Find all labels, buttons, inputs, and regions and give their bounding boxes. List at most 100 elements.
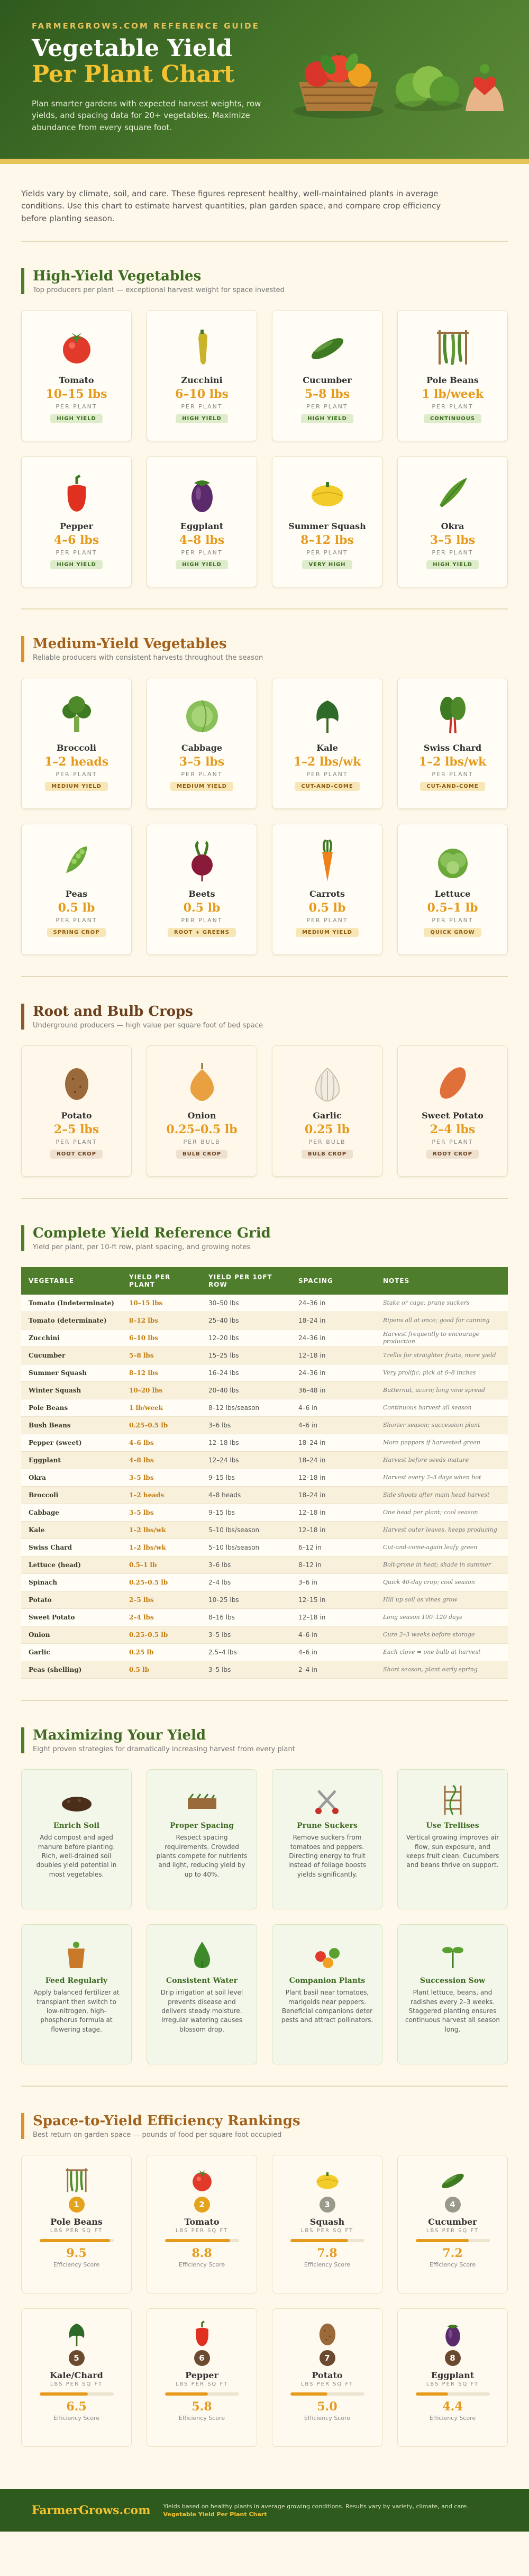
efficiency-bar	[415, 2392, 490, 2396]
page-footer: FarmerGrows.com Yields based on healthy …	[0, 2489, 529, 2532]
yield-unit: PER PLANT	[306, 916, 348, 924]
rankings-grid: 1 Pole Beans LBS PER SQ FT 9.5 Efficiency Sc…	[21, 2155, 508, 2447]
cucumber-icon	[434, 2163, 471, 2196]
rank-unit: LBS PER SQ FT	[50, 2381, 103, 2388]
table-cell: 16–24 lbs	[201, 1364, 291, 1382]
rank-name: Potato	[312, 2370, 343, 2381]
footer-note-link[interactable]: Vegetable Yield Per Plant Chart	[163, 2511, 267, 2518]
efficiency-score: 4.4	[442, 2400, 463, 2414]
tip-title: Companion Plants	[289, 1977, 366, 1986]
vegetable-card: Peas 0.5 lb PER PLANT SPRING CROP	[21, 823, 132, 955]
vegetable-name: Cabbage	[181, 742, 223, 753]
table-cell: 4–6 lbs	[122, 1434, 201, 1452]
section-title: Complete Yield Reference Grid	[33, 1225, 271, 1241]
yield-badge: MEDIUM YIELD	[45, 781, 108, 791]
tip-card: Succession Sow Plant lettuce, beans, and …	[397, 1924, 508, 2065]
tomato-icon	[184, 2163, 221, 2196]
table-cell: 3–6 lbs	[201, 1416, 291, 1435]
table-cell: Cure 2–3 weeks before storage	[376, 1626, 508, 1644]
yield-unit: PER PLANT	[432, 770, 473, 778]
vegetable-name: Sweet Potato	[422, 1110, 484, 1121]
table-cell: 0.25–0.5 lb	[122, 1626, 201, 1644]
yield-badge: HIGH YIELD	[176, 414, 228, 423]
garlic-icon	[304, 1058, 351, 1105]
section-heading: Complete Yield Reference Grid Yield per …	[21, 1225, 508, 1251]
table-cell: 5–10 lbs/season	[201, 1521, 291, 1540]
pole-beans-icon	[58, 2163, 95, 2196]
lettuce-icon	[429, 836, 477, 884]
yield-badge: SPRING CROP	[47, 927, 106, 937]
high-yield-section: High-Yield Vegetables Top producers per …	[0, 242, 529, 608]
rankings-section: Space-to-Yield Efficiency Rankings Best …	[0, 2087, 529, 2468]
sweet-potato-icon	[429, 1058, 477, 1105]
table-row: Kale 1–2 lbs/wk 5–10 lbs/season 12–18 in Har…	[21, 1521, 508, 1540]
vegetable-yield: 0.25–0.5 lb	[166, 1122, 238, 1136]
table-cell: 12–18 in	[291, 1469, 376, 1487]
section-title: Space-to-Yield Efficiency Rankings	[33, 2113, 300, 2129]
section-heading: High-Yield Vegetables Top producers per …	[21, 268, 508, 294]
tip-description: Add compost and aged manure before plant…	[36, 1834, 117, 1878]
vegetable-yield: 0.25 lb	[305, 1122, 350, 1136]
table-cell: Sweet Potato	[21, 1608, 122, 1627]
vegetable-card: Pole Beans 1 lb/week PER PLANT CONTINUOUS	[397, 310, 508, 441]
table-cell: 3–5 lbs	[201, 1626, 291, 1644]
vegetable-card: Cucumber 5–8 lbs PER PLANT HIGH YIELD	[272, 310, 382, 441]
page-header: FARMERGROWS.COM REFERENCE GUIDE Vegetabl…	[0, 0, 529, 159]
efficiency-label: Efficiency Score	[178, 2261, 225, 2269]
efficiency-label: Efficiency Score	[429, 2415, 476, 2422]
efficiency-score: 7.2	[442, 2246, 463, 2261]
ranking-card: 7 Potato LBS PER SQ FT 5.0 Efficiency Score	[272, 2308, 382, 2447]
vegetable-yield: 5–8 lbs	[304, 387, 350, 401]
table-row: Zucchini 6–10 lbs 12–20 lbs 24–36 in Harvest…	[21, 1329, 508, 1348]
table-cell: 10–20 lbs	[122, 1381, 201, 1400]
table-cell: 9–15 lbs	[201, 1504, 291, 1522]
section-heading: Root and Bulb Crops Underground producer…	[21, 1003, 508, 1030]
tip-description: Remove suckers from tomatoes and peppers…	[288, 1834, 367, 1878]
table-cell: Cabbage	[21, 1504, 122, 1522]
table-cell: 2–5 lbs	[122, 1591, 201, 1609]
efficiency-label: Efficiency Score	[53, 2261, 100, 2269]
water-drop-icon	[184, 1935, 221, 1972]
table-cell: 0.25–0.5 lb	[122, 1573, 201, 1592]
table-cell: 5–10 lbs/season	[201, 1539, 291, 1557]
table-cell: Harvest every 2–3 days when hot	[376, 1469, 508, 1487]
vegetable-yield: 8–12 lbs	[300, 533, 354, 547]
section-title: Medium-Yield Vegetables	[33, 635, 227, 652]
vegetable-card: Kale 1–2 lbs/wk PER PLANT CUT-AND-COME	[272, 677, 382, 809]
rank-number: 5	[68, 2350, 85, 2366]
ranking-card: 4 Cucumber LBS PER SQ FT 7.2 Efficiency Scor…	[397, 2155, 508, 2294]
table-cell: 25–40 lbs	[201, 1312, 291, 1330]
efficiency-bar	[290, 2239, 364, 2243]
vegetable-name: Cucumber	[303, 375, 352, 385]
vegetable-yield: 0.5–1 lb	[427, 900, 478, 915]
efficiency-score: 9.5	[66, 2246, 87, 2261]
section-subtitle: Best return on garden space — pounds of …	[33, 2131, 282, 2140]
table-cell: Hill up soil as vines grow	[376, 1591, 508, 1609]
eggplant-icon	[434, 2316, 471, 2349]
table-cell: Swiss Chard	[21, 1539, 122, 1557]
efficiency-label: Efficiency Score	[304, 2415, 351, 2422]
tip-title: Succession Sow	[419, 1977, 486, 1986]
yield-unit: PER PLANT	[432, 549, 473, 556]
table-cell: 8–12 lbs	[122, 1364, 201, 1382]
table-row: Garlic 0.25 lb 2.5–4 lbs 4–6 in Each clove =…	[21, 1643, 508, 1662]
column-header: VEGETABLE	[29, 1277, 75, 1285]
table-cell: 12–18 in	[291, 1504, 376, 1522]
yield-badge: BULB CROP	[176, 1149, 228, 1159]
table-cell: 3–5 lbs	[201, 1661, 291, 1679]
table-row: Potato 2–5 lbs 10–25 lbs 12–15 in Hill up so…	[21, 1591, 508, 1609]
table-cell: 4–6 in	[291, 1399, 376, 1417]
table-cell: Stake or cage; prune suckers	[376, 1294, 508, 1313]
footer-brand[interactable]: FarmerGrows.com	[32, 2504, 151, 2518]
efficiency-bar	[39, 2392, 114, 2396]
table-cell: 1 lb/week	[122, 1399, 201, 1417]
vegetable-card: Okra 3–5 lbs PER PLANT HIGH YIELD	[397, 456, 508, 587]
table-cell: 3–6 lbs	[201, 1556, 291, 1574]
header-description: Plan smarter gardens with expected harve…	[32, 98, 261, 132]
table-cell: Side shoots after main head harvest	[376, 1486, 508, 1505]
vegetable-yield: 2–4 lbs	[430, 1122, 476, 1136]
table-cell: Potato	[21, 1591, 122, 1609]
tip-title: Consistent Water	[166, 1977, 238, 1986]
table-cell: Zucchini	[21, 1329, 122, 1348]
table-cell: Tomato (determinate)	[21, 1312, 122, 1330]
